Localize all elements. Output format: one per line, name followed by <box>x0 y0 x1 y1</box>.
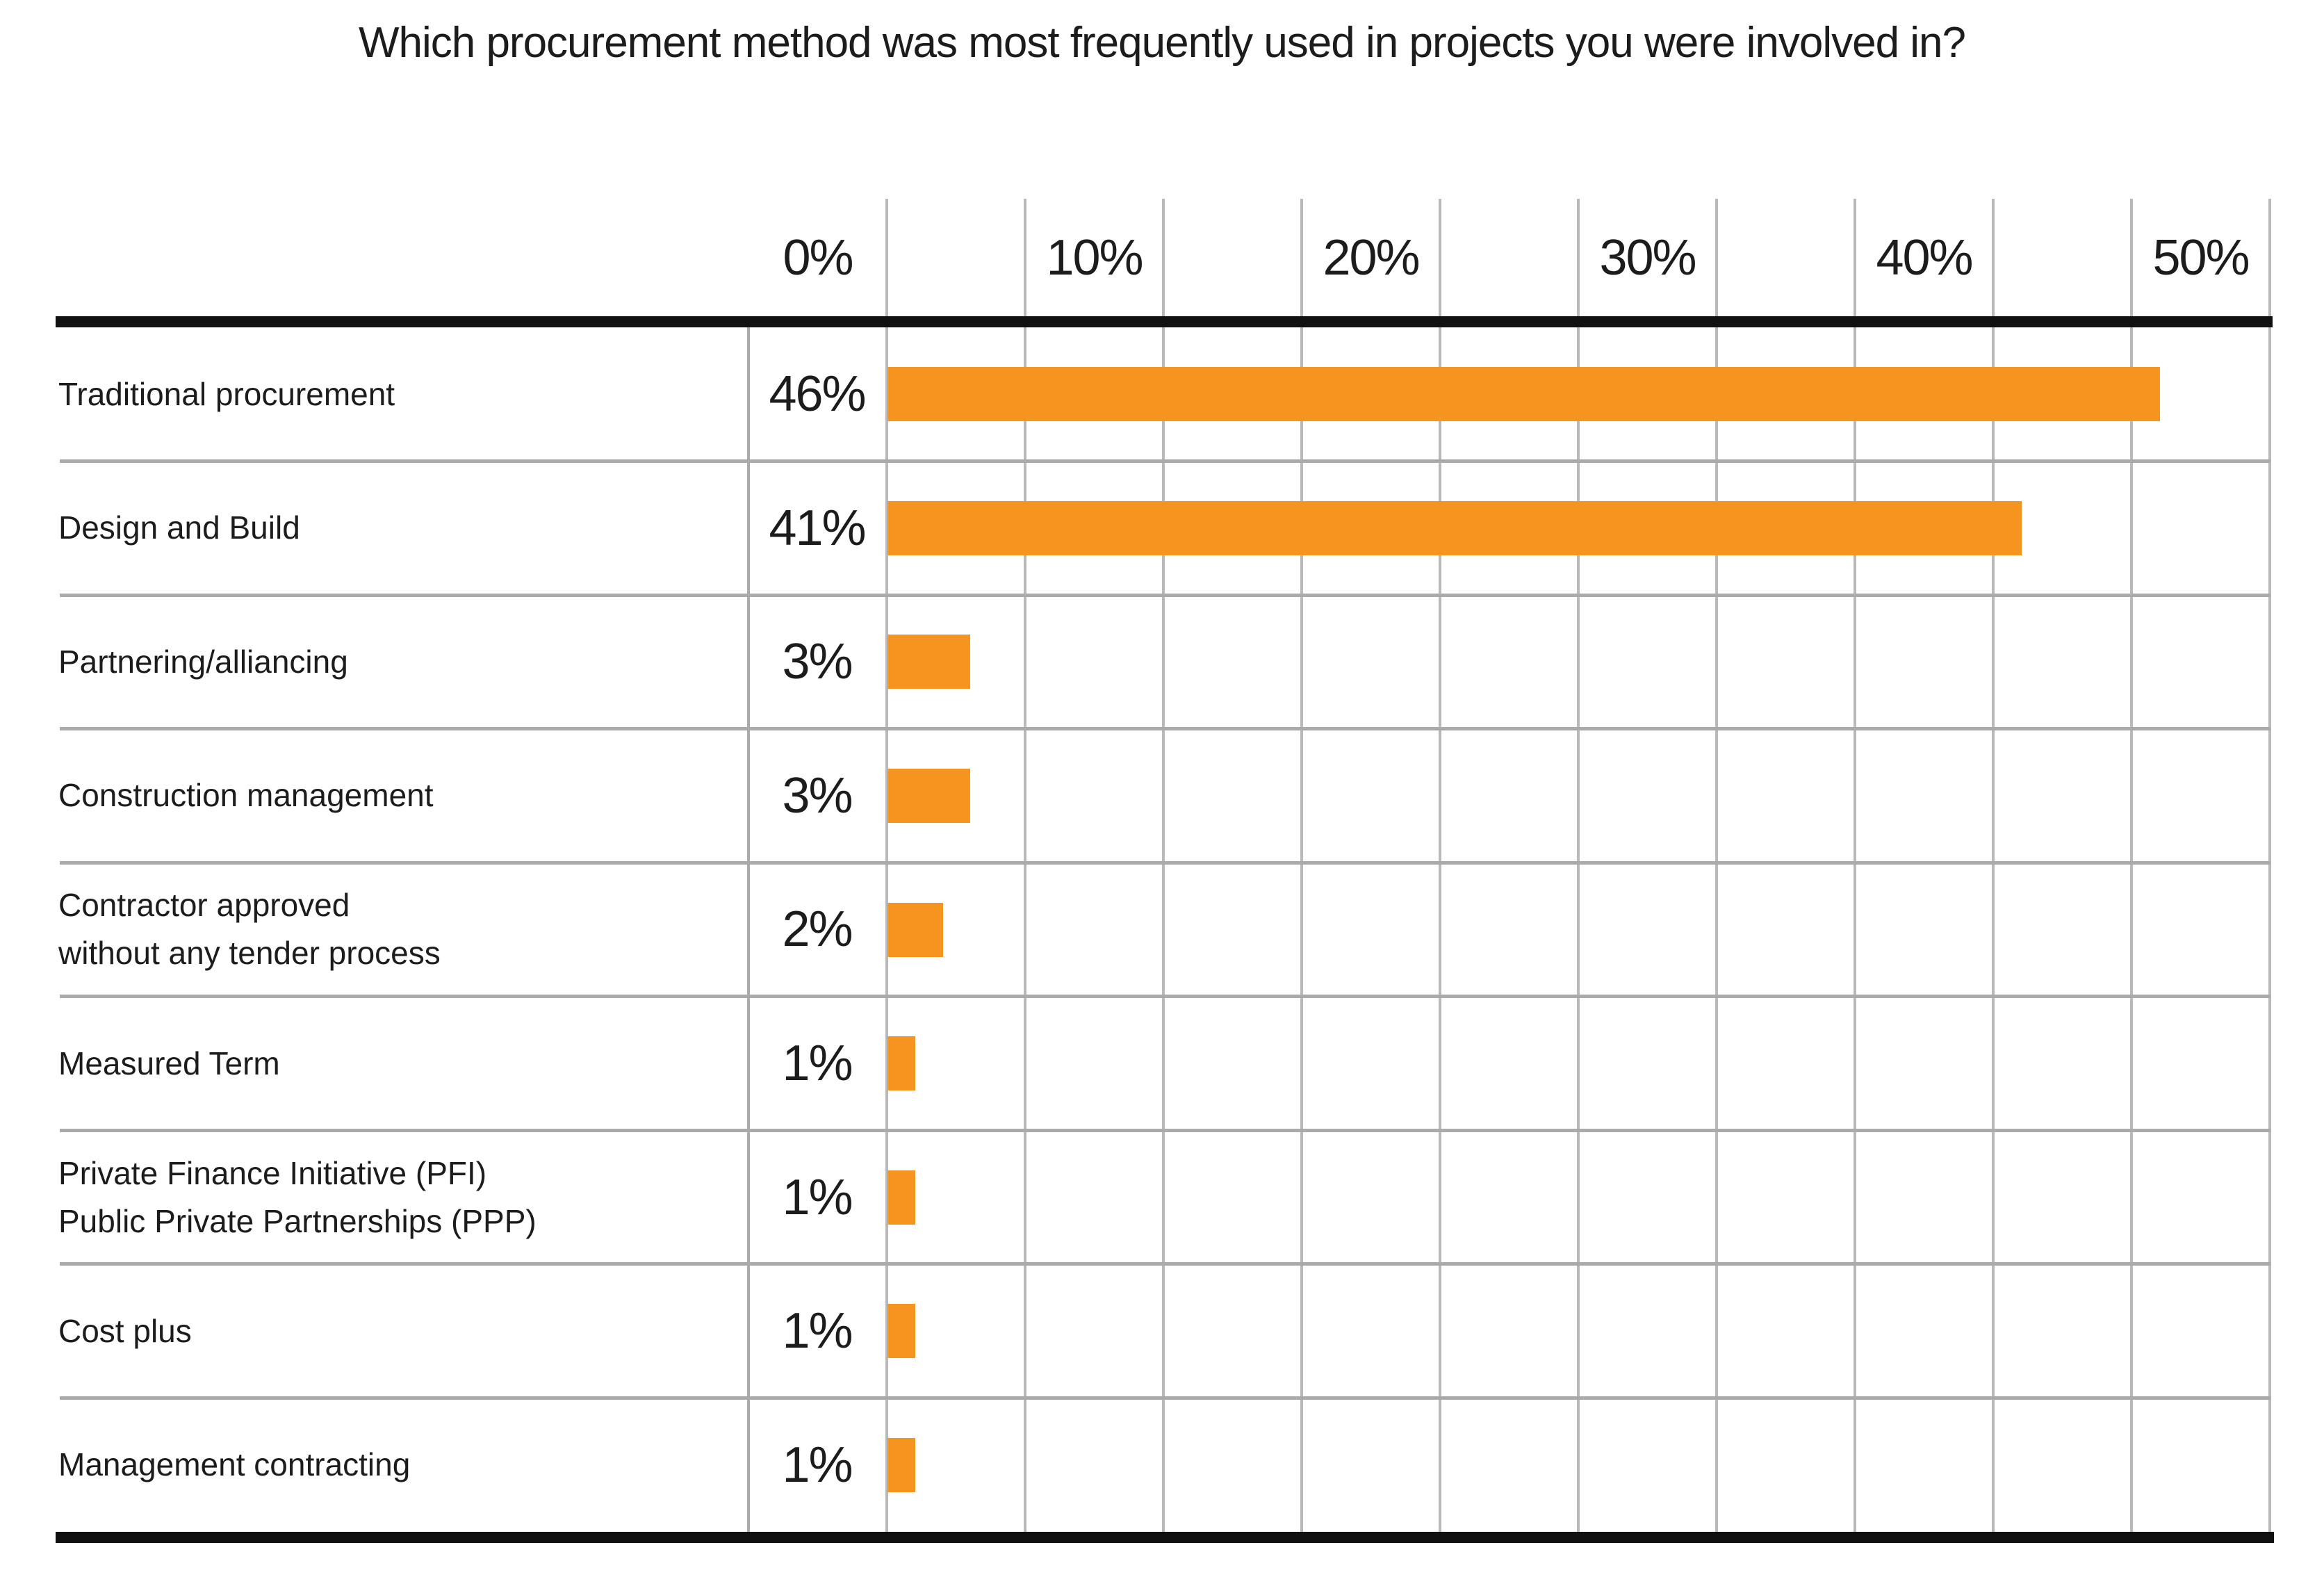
category-label: Cost plus <box>58 1312 192 1349</box>
x-axis-bottom-rule <box>56 1532 2274 1543</box>
gridline-30pct <box>1715 199 1718 1543</box>
gridline-25pct <box>1577 199 1580 1543</box>
category-label: Management contracting <box>58 1446 411 1483</box>
value-label: 1% <box>782 1437 853 1493</box>
value-label: 3% <box>782 634 853 690</box>
row-separator <box>60 727 2270 731</box>
row-separator <box>60 1396 2270 1400</box>
gridline-45pct <box>2130 199 2133 1543</box>
bar <box>887 500 2022 555</box>
value-label: 41% <box>769 500 866 556</box>
x-axis-top-rule <box>56 316 2273 327</box>
value-column-separator <box>747 327 750 1532</box>
row-separator <box>60 459 2270 464</box>
row-separator <box>60 1128 2270 1132</box>
bar <box>887 1304 915 1359</box>
value-label: 1% <box>782 1036 853 1092</box>
category-label: Private Finance Initiative (PFI) Public … <box>58 1154 537 1239</box>
bar <box>887 1170 915 1225</box>
bar <box>887 902 943 957</box>
category-label: Measured Term <box>58 1045 280 1081</box>
category-label: Construction management <box>58 777 434 814</box>
x-tick-label: 20% <box>1323 229 1420 286</box>
x-tick-label: 30% <box>1599 229 1696 286</box>
gridline-15pct <box>1300 199 1303 1543</box>
value-label: 1% <box>782 1303 853 1359</box>
bar <box>887 768 970 823</box>
value-label: 46% <box>769 366 866 423</box>
row-separator <box>60 860 2270 865</box>
chart-title: Which procurement method was most freque… <box>358 19 1966 67</box>
gridline-5pct <box>1024 199 1026 1543</box>
category-label: Contractor approved without any tender p… <box>58 887 441 972</box>
x-tick-label: 40% <box>1876 229 1973 286</box>
bar <box>887 1437 915 1492</box>
value-label: 2% <box>782 901 853 958</box>
gridline-0pct <box>885 199 888 1543</box>
category-label: Traditional procurement <box>58 375 395 412</box>
gridline-35pct <box>1854 199 1856 1543</box>
category-label: Design and Build <box>58 509 300 546</box>
bar <box>887 367 2160 422</box>
x-tick-label: 10% <box>1046 229 1143 286</box>
row-separator <box>60 593 2270 597</box>
gridline-10pct <box>1162 199 1165 1543</box>
x-tick-label: 0% <box>783 229 853 286</box>
row-separator <box>60 995 2270 999</box>
bar <box>887 635 970 689</box>
value-label: 1% <box>782 1169 853 1225</box>
gridline-50pct <box>2268 199 2271 1543</box>
value-label: 3% <box>782 767 853 824</box>
category-label: Partnering/alliancing <box>58 643 348 680</box>
row-separator <box>60 1262 2270 1266</box>
bar <box>887 1036 915 1091</box>
x-tick-label: 50% <box>2152 229 2250 286</box>
gridline-40pct <box>1992 199 1995 1543</box>
gridline-20pct <box>1439 199 1441 1543</box>
